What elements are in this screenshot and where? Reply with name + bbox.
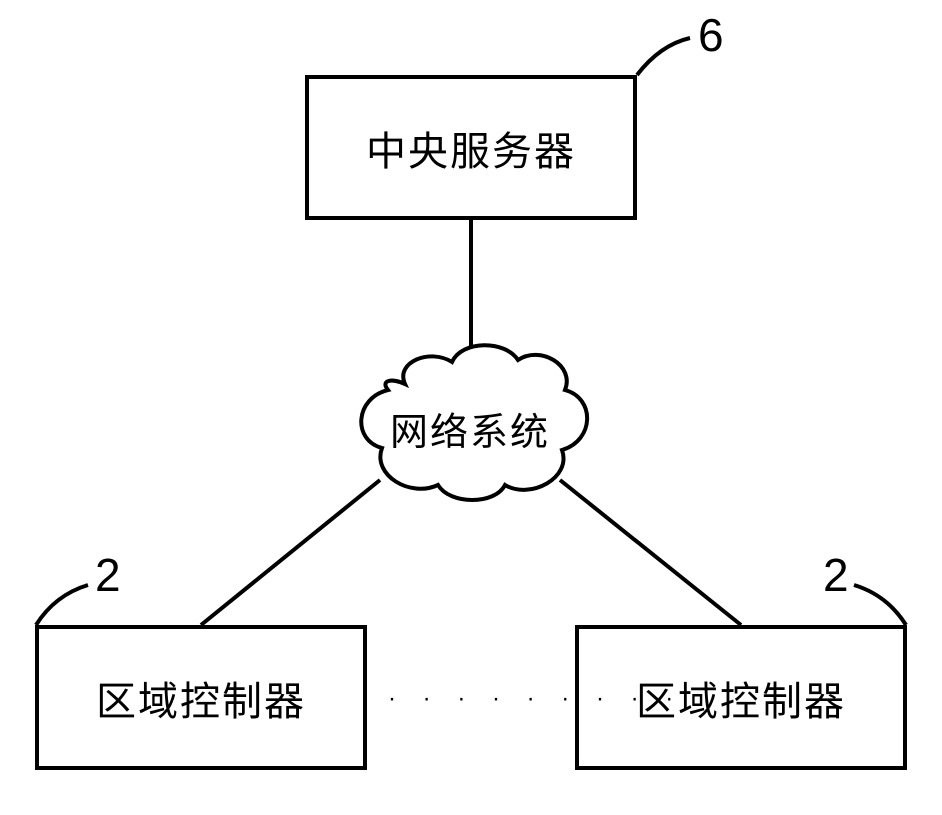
node-network-cloud-label: 网络系统 [390, 401, 550, 456]
ellipsis-dots: · · · · · · · · · [388, 685, 683, 713]
lead-line-2-right [854, 585, 906, 625]
lead-line-6 [637, 38, 690, 75]
diagram-canvas: 中央服务器 网络系统 区域控制器 区域控制器 · · · · · · · · ·… [0, 0, 942, 815]
node-central-server-label: 中央服务器 [366, 119, 576, 177]
edge-cloud-right [560, 480, 741, 625]
ref-number-2-right: 2 [823, 548, 849, 602]
node-network-cloud: 网络系统 [345, 356, 595, 500]
lead-line-2-left [36, 585, 88, 625]
node-central-server: 中央服务器 [305, 75, 637, 220]
ref-number-6: 6 [698, 8, 724, 62]
ref-number-2-left: 2 [95, 548, 121, 602]
edge-cloud-left [201, 480, 380, 625]
node-zone-controller-left: 区域控制器 [35, 625, 367, 770]
node-zone-controller-left-label: 区域控制器 [96, 669, 306, 727]
